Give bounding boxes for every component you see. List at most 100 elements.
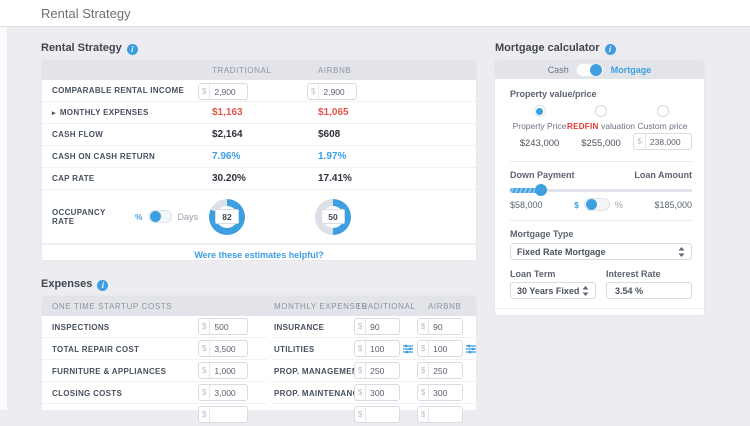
row-label: CAP RATE — [52, 174, 95, 183]
insurance-traditional-input[interactable]: $ — [354, 318, 400, 335]
interest-rate-input[interactable] — [606, 282, 692, 299]
redfin-valuation-radio[interactable] — [595, 105, 607, 117]
rental-card-footer: Were these estimates helpful? — [42, 244, 476, 261]
cap-rate-traditional-value: 30.20% — [212, 173, 246, 184]
down-payment-slider[interactable] — [510, 184, 692, 196]
property-price-value: $243,000 — [519, 138, 560, 149]
monthly-expenses-airbnb-value: $1,065 — [318, 107, 349, 118]
occupancy-unit-toggle[interactable] — [147, 210, 173, 223]
prop-maintenance-airbnb-input[interactable]: $ — [417, 384, 463, 401]
rental-strategy-card: TRADITIONAL AIRBNB COMPARABLE RENTAL INC… — [41, 59, 477, 261]
utilities-breakdown-icon[interactable] — [466, 344, 476, 354]
custom-price-input[interactable]: $ — [633, 133, 692, 150]
insurance-airbnb-input[interactable]: $ — [417, 318, 463, 335]
mortgage-mode-label[interactable]: Mortgage — [610, 64, 652, 75]
row-label: COMPARABLE RENTAL INCOME — [52, 86, 185, 95]
row-label: PROP. MANAGEMENT — [274, 367, 364, 376]
row-label: INSURANCE — [274, 323, 325, 332]
table-row-prop-management: PROP. MANAGEMENT $ $ — [273, 360, 478, 382]
column-header-airbnb: AIRBNB — [428, 302, 462, 311]
mortgage-type-label: Mortgage Type — [510, 229, 574, 239]
cash-mode-label[interactable]: Cash — [547, 64, 569, 75]
utilities-breakdown-icon[interactable] — [403, 344, 413, 354]
mortgage-calculator-heading-label: Mortgage calculator — [495, 42, 600, 54]
utilities-traditional-input[interactable]: $ — [354, 340, 400, 357]
table-row-utilities: UTILITIES $ $ — [273, 338, 478, 360]
property-price-radio[interactable] — [533, 105, 546, 117]
prop-management-traditional-input[interactable]: $ — [354, 362, 400, 379]
table-row-comparable-rental-income: COMPARABLE RENTAL INCOME $ $ — [42, 80, 476, 102]
cash-flow-traditional-value: $2,164 — [212, 129, 243, 140]
info-icon[interactable]: i — [97, 280, 109, 291]
prop-maintenance-traditional-input[interactable]: $ — [354, 384, 400, 401]
monthly-expense-input[interactable]: $ — [354, 406, 400, 423]
table-row-cash-flow: CASH FLOW $2,164 $608 — [42, 124, 476, 146]
rental-strategy-heading-label: Rental Strategy — [41, 42, 122, 54]
row-label: CASH FLOW — [52, 130, 104, 139]
top-bar: Rental Strategy — [0, 0, 750, 27]
property-value-price-label: Property value/price — [510, 89, 597, 99]
rental-income-airbnb-input[interactable]: $ — [307, 83, 357, 100]
cash-mortgage-toggle[interactable] — [575, 62, 604, 77]
rental-income-traditional-input[interactable]: $ — [198, 83, 248, 100]
mortgage-mode-bar: Cash Mortgage — [495, 60, 704, 79]
total-repair-cost-input[interactable]: $ — [198, 340, 248, 357]
estimates-helpful-link[interactable]: Were these estimates helpful? — [535, 314, 664, 315]
dollar-prefix: $ — [355, 385, 367, 400]
closing-costs-input[interactable]: $ — [198, 384, 248, 401]
expenses-table-header: ONE TIME STARTUP COSTS MONTHLY EXPENSES … — [42, 296, 476, 316]
info-icon[interactable]: i — [604, 44, 616, 55]
cash-on-cash-airbnb-value: 1.97% — [318, 151, 347, 162]
dollar-prefix: $ — [308, 84, 320, 99]
rental-strategy-heading: Rental Strategy i — [41, 42, 138, 55]
dollar-prefix: $ — [418, 319, 430, 334]
prop-management-airbnb-input[interactable]: $ — [417, 362, 463, 379]
table-row-insurance: INSURANCE $ $ — [273, 316, 478, 338]
dollar-prefix: $ — [418, 385, 430, 400]
table-row-total-repair-cost: TOTAL REPAIR COST $ — [42, 338, 267, 360]
row-label: OCCUPANCY RATE — [52, 207, 106, 226]
utilities-airbnb-input[interactable]: $ — [417, 340, 463, 357]
expenses-card: ONE TIME STARTUP COSTS MONTHLY EXPENSES … — [41, 295, 478, 423]
occupancy-traditional-input[interactable]: 82 — [215, 208, 239, 224]
dollar-prefix: $ — [355, 407, 367, 422]
startup-cost-input[interactable]: $ — [198, 406, 248, 423]
row-label: TOTAL REPAIR COST — [52, 345, 140, 354]
slider-knob[interactable] — [534, 184, 547, 196]
slider-track[interactable] — [510, 189, 692, 192]
table-row-prop-maintenance: PROP. MAINTENANCE $ $ — [273, 382, 478, 404]
left-edge-strip — [0, 0, 7, 410]
custom-price-radio[interactable] — [656, 105, 669, 117]
down-payment-amount: $58,000 — [510, 199, 543, 210]
redfin-logo: REDFIN — [567, 122, 599, 131]
furniture-appliances-input[interactable]: $ — [198, 362, 248, 379]
mortgage-card-footer: Were these estimates helpful? — [495, 308, 704, 315]
dollar-prefix: $ — [355, 341, 367, 356]
occupancy-unit-percent[interactable]: % — [134, 211, 143, 222]
estimates-helpful-link[interactable]: Were these estimates helpful? — [194, 250, 324, 260]
occupancy-airbnb-input[interactable]: 50 — [321, 208, 345, 224]
dollar-prefix: $ — [634, 134, 646, 149]
unit-percent-label[interactable]: % — [614, 199, 623, 210]
inspections-input[interactable]: $ — [198, 318, 248, 335]
column-header-airbnb: AIRBNB — [318, 65, 352, 75]
option-label: REDFIN valuation — [567, 121, 635, 131]
table-row-occupancy-rate: OCCUPANCY RATE % Days 82 50 — [42, 190, 476, 244]
occupancy-unit-days[interactable]: Days — [177, 211, 198, 222]
row-label: CASH ON CASH RETURN — [52, 152, 156, 161]
row-label: INSPECTIONS — [52, 323, 110, 332]
mortgage-calculator-heading: Mortgage calculator i — [495, 42, 616, 55]
table-row-inspections: INSPECTIONS $ — [42, 316, 267, 338]
unit-dollar-label[interactable]: $ — [574, 199, 579, 210]
mortgage-type-select[interactable]: Fixed Rate Mortgage — [510, 243, 692, 260]
dollar-percent-toggle[interactable] — [583, 198, 610, 211]
loan-amount-value: $185,000 — [654, 199, 692, 210]
page-title: Rental Strategy — [41, 6, 131, 21]
monthly-expenses-expandable[interactable]: ▸ MONTHLY EXPENSES — [52, 108, 149, 117]
monthly-expense-input[interactable]: $ — [417, 406, 463, 423]
info-icon[interactable]: i — [126, 44, 138, 55]
loan-term-select[interactable]: 30 Years Fixed — [510, 282, 596, 299]
dollar-prefix: $ — [355, 363, 367, 378]
occupancy-donut-airbnb: 50 — [315, 198, 351, 235]
cash-flow-airbnb-value: $608 — [318, 129, 341, 140]
